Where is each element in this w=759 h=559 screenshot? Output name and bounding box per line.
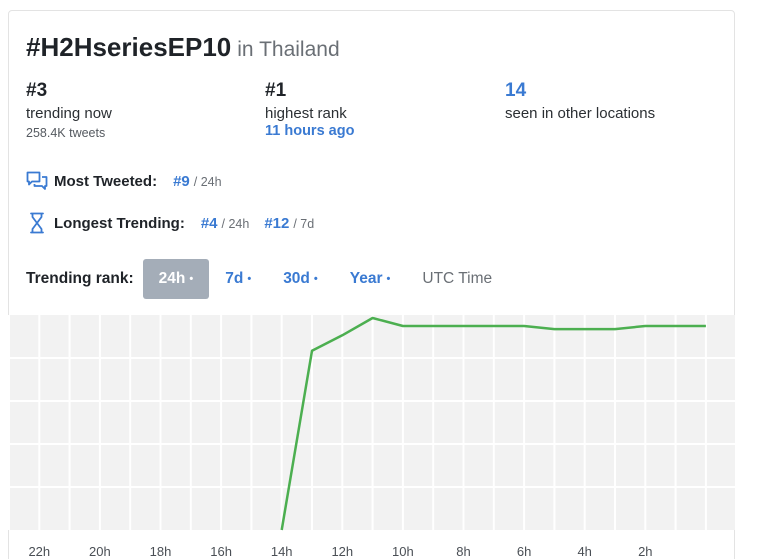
x-tick-label: 22h [28,544,50,559]
most-tweeted-rank-24h[interactable]: #9 / 24h [173,173,222,190]
stat-label: highest rank [265,105,347,122]
time-ago-link[interactable]: 11 hours ago [265,123,355,139]
x-tick-label: 12h [331,544,353,559]
x-tick-label: 18h [150,544,172,559]
location-label: in Thailand [237,38,340,61]
plot-area [8,315,735,530]
x-tick-label: 10h [392,544,414,559]
rank-period: / 7d [293,216,315,231]
most-tweeted-label: Most Tweeted: [54,172,158,190]
stat-label: seen in other locations [505,105,656,122]
hashtag-title: #H2HseriesEP10 [26,32,232,62]
x-tick-label: 20h [89,544,111,559]
page-title: #H2HseriesEP10 in Thailand [26,32,340,63]
longest-trending-row: Longest Trending: #4 / 24h #12 / 7d [26,212,329,234]
hourglass-icon [26,212,48,234]
chart-svg: 22h 20h 18h 16h 14h 12h 10h 8h 6h 4h 2h [8,315,735,559]
timezone-toggle[interactable]: UTC Time [422,270,493,287]
trend-line [280,316,706,531]
longest-trending-label: Longest Trending: [54,214,185,232]
tab-7d[interactable]: 7d • [225,270,252,287]
tab-24h[interactable]: 24h • [142,259,210,299]
x-tick-label: 2h [638,544,652,559]
longest-trending-rank-7d[interactable]: #12 / 7d [264,215,314,232]
x-tick-label: 8h [456,544,470,559]
x-tick-label: 4h [577,544,591,559]
tab-year[interactable]: Year • [349,270,391,287]
rank-period: / 24h [193,174,222,189]
longest-trending-rank-24h[interactable]: #4 / 24h [201,215,250,232]
rank-number[interactable]: #4 [200,214,218,232]
x-tick-label: 16h [210,544,232,559]
chat-bubbles-icon [26,170,48,192]
trending-rank-chart: 22h 20h 18h 16h 14h 12h 10h 8h 6h 4h 2h [8,315,735,559]
most-tweeted-row: Most Tweeted: #9 / 24h [26,170,237,192]
x-tick-label: 6h [517,544,531,559]
rank-number[interactable]: #12 [264,214,290,232]
stat-label: trending now [26,105,112,122]
x-tick-label: 14h [271,544,293,559]
stat-other-locations: 14 seen in other locations [505,80,655,122]
stat-trending-now: #3 trending now 258.4K tweets [26,80,112,140]
rank-period: / 24h [221,216,250,231]
stat-highest-rank: #1 highest rank 11 hours ago [265,80,354,139]
trending-rank-label: Trending rank: [26,270,134,287]
stat-value: #3 [26,80,48,101]
trending-rank-controls: Trending rank: 24h • 7d • 30d • Year • UTC T… [26,259,508,299]
tab-30d[interactable]: 30d • [283,270,318,287]
rank-number[interactable]: #9 [173,172,190,190]
stat-value: #1 [265,80,287,101]
locations-count-link[interactable]: 14 [505,80,527,101]
tweet-count: 258.4K tweets [26,126,106,140]
